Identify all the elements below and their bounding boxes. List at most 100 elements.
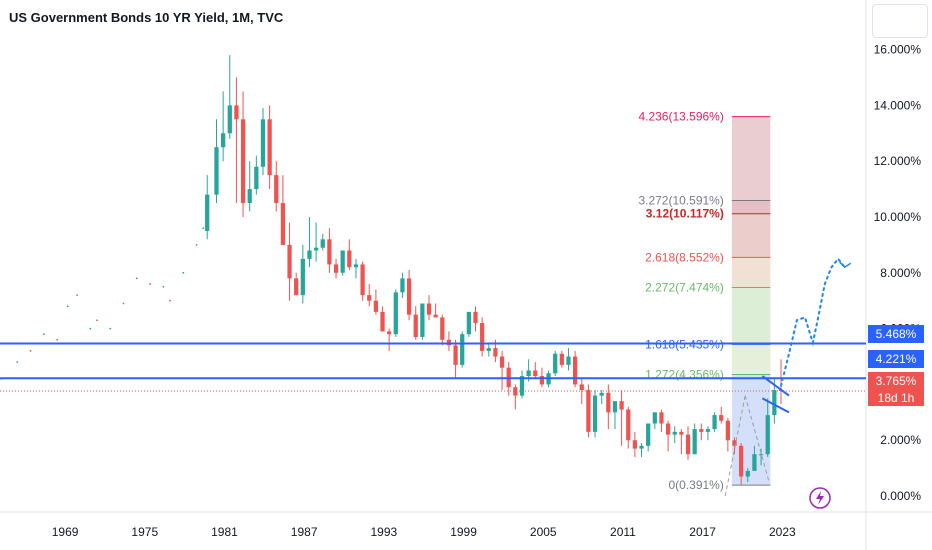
flash-icon[interactable] — [809, 487, 831, 509]
early-data-point — [66, 305, 69, 308]
horizontal-levels — [0, 342, 866, 392]
projection-path — [780, 257, 846, 387]
trend-guide — [744, 395, 770, 483]
annotations — [724, 257, 852, 497]
candle-body — [739, 445, 744, 477]
candle-body — [486, 348, 491, 351]
candle-body — [765, 415, 770, 455]
chart-settings-button[interactable] — [872, 4, 928, 38]
x-tick-label: 1981 — [211, 525, 238, 539]
trend-guide — [724, 395, 746, 497]
candle-body — [274, 175, 279, 204]
candle-body — [480, 323, 485, 351]
early-data-point — [182, 271, 185, 274]
early-data-point — [96, 319, 98, 322]
early-data-point — [169, 299, 171, 302]
candle-body — [672, 431, 677, 435]
candle-body — [320, 239, 325, 248]
candle-body — [559, 353, 564, 365]
fib-level-label: 2.618(8.552%) — [645, 250, 724, 264]
channel-lower-line — [761, 397, 790, 414]
y-tick-label: 16.000% — [874, 43, 922, 57]
candle-body — [679, 431, 684, 435]
fib-extension: 4.236(13.596%) 3.272(10.591%)3.12(10.117%… — [638, 110, 771, 492]
early-data-point — [122, 302, 125, 305]
candle-body — [725, 420, 730, 441]
early-data-point — [76, 294, 78, 297]
early-data-point — [29, 350, 32, 352]
candle-body — [632, 440, 638, 449]
fib-level-label: 4.236(13.596%) — [638, 110, 723, 124]
x-tick-label: 1993 — [371, 525, 398, 539]
candle-body — [227, 105, 232, 134]
candle-body — [599, 392, 604, 396]
fib-level-label: 0(0.391%) — [668, 478, 723, 492]
candle-body — [665, 423, 671, 435]
resistance-price-tag: 5.468% — [868, 325, 924, 343]
candle-body — [592, 395, 598, 432]
candle-body — [626, 409, 631, 441]
x-tick-label: 1975 — [131, 525, 158, 539]
chart-title: US Government Bonds 10 YR Yield, 1M, TVC — [9, 10, 284, 25]
early-data-point — [162, 285, 165, 288]
candle-body — [387, 331, 392, 335]
early-data-point — [109, 327, 112, 330]
candle-body — [553, 353, 558, 374]
candle-body — [247, 189, 252, 204]
early-data-point — [42, 333, 45, 336]
fib-zone — [731, 116, 771, 201]
fib-zone — [731, 213, 771, 258]
candle-body — [280, 203, 286, 245]
fib-zone — [731, 374, 771, 486]
fib-zone — [731, 257, 771, 288]
candle-body — [712, 415, 717, 430]
early-dotted-series — [0, 227, 205, 380]
candle-body — [393, 292, 398, 335]
x-axis: 1969 1975 1981 1987 1993 1999 2005 2011 2017 2023 — [52, 525, 796, 539]
early-data-point — [202, 227, 205, 230]
candle-body — [307, 250, 312, 259]
early-data-point — [135, 277, 138, 280]
candle-body — [646, 423, 651, 446]
candle-body — [758, 454, 764, 456]
candle-body — [353, 264, 359, 268]
x-tick-label: 1999 — [450, 525, 477, 539]
y-tick-label: 0.000% — [880, 489, 921, 503]
candle-body — [327, 239, 332, 265]
candle-body — [294, 278, 299, 296]
fib-zone — [731, 287, 771, 345]
candle-body — [426, 303, 432, 315]
candle-body — [745, 470, 750, 477]
x-tick-label: 2023 — [769, 525, 796, 539]
candle-body — [566, 356, 571, 365]
candle-body — [254, 166, 259, 190]
x-tick-label: 2017 — [689, 525, 716, 539]
candle-body — [619, 401, 624, 410]
early-data-point — [149, 283, 151, 285]
x-tick-label: 1969 — [52, 525, 79, 539]
last-price-tag: 3.765% — [868, 372, 924, 390]
candle-body — [705, 429, 711, 432]
fib-level-label: 3.272(10.591%) — [638, 193, 723, 207]
fib-level-label: 3.12(10.117%) — [646, 207, 724, 221]
candle-body — [373, 300, 379, 312]
support-price-tag: 4.221% — [868, 350, 924, 368]
candle-body — [772, 390, 777, 416]
candle-body — [579, 384, 584, 390]
x-tick-label: 2005 — [530, 525, 557, 539]
candle-body — [260, 119, 266, 167]
y-tick-label: 8.000% — [880, 266, 921, 280]
fib-zone — [731, 200, 771, 214]
candle-body — [267, 119, 272, 176]
candle-body — [287, 244, 292, 279]
candle-body — [526, 370, 531, 377]
x-tick-label: 1987 — [291, 525, 318, 539]
candle-body — [612, 401, 618, 413]
candle-body — [420, 303, 425, 337]
candle-body — [519, 376, 525, 396]
bar-countdown: 18d 1h — [868, 390, 924, 406]
candle-body — [413, 314, 418, 337]
candle-body — [400, 278, 405, 293]
